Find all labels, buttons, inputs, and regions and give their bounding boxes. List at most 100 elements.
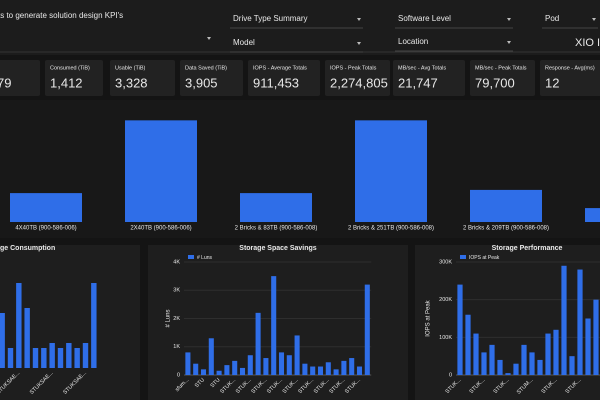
bar[interactable]	[82, 343, 89, 368]
bar[interactable]	[545, 333, 551, 375]
bar[interactable]	[457, 284, 463, 375]
bar[interactable]	[470, 189, 542, 222]
bar[interactable]	[66, 343, 72, 368]
bar[interactable]	[57, 348, 64, 368]
dropdown-arrow[interactable]	[507, 18, 511, 21]
bar[interactable]	[208, 338, 214, 375]
bar[interactable]	[561, 265, 567, 375]
kpi-value: 3,328	[115, 75, 148, 90]
bar[interactable]	[333, 369, 339, 375]
filter-label[interactable]: Model	[233, 38, 255, 47]
bar[interactable]	[529, 352, 535, 375]
bar[interactable]	[286, 355, 292, 375]
bar[interactable]	[585, 208, 600, 222]
dropdown-arrow[interactable]	[357, 18, 361, 21]
bar[interactable]	[355, 120, 427, 222]
bar[interactable]	[465, 314, 471, 375]
kpi-label: Data Saved (TiB)	[185, 65, 227, 71]
dropdown-arrow[interactable]	[507, 41, 511, 44]
bar[interactable]	[537, 359, 543, 375]
bar[interactable]	[497, 359, 503, 375]
bar[interactable]	[24, 308, 30, 368]
bar[interactable]	[41, 348, 47, 368]
bar[interactable]	[0, 313, 5, 368]
kpi-card	[110, 60, 175, 96]
x-tick-label: 2X40TB (900-586-006)	[130, 226, 191, 232]
page-title: ts to generate solution design KPI's	[0, 11, 123, 20]
bar[interactable]	[49, 343, 55, 368]
y-axis-title: IOPS at Peak	[426, 299, 432, 336]
bar[interactable]	[317, 366, 324, 375]
filter-label[interactable]: Software Level	[398, 14, 451, 23]
kpi-card	[540, 60, 600, 96]
bar[interactable]	[593, 299, 599, 375]
y-tick-label: 2K	[173, 316, 180, 322]
y-tick-label: 3K	[173, 288, 180, 294]
bar[interactable]	[505, 373, 511, 375]
y-tick-label: 300K	[439, 259, 452, 265]
bar[interactable]	[271, 276, 277, 375]
filter-label[interactable]: Location	[398, 37, 428, 46]
bar[interactable]	[247, 355, 253, 375]
kpi-value: 2,274,805	[330, 75, 388, 90]
bar[interactable]	[473, 333, 479, 375]
bar[interactable]	[193, 363, 199, 375]
bar[interactable]	[349, 358, 355, 375]
bar[interactable]	[255, 312, 261, 375]
bar[interactable]	[16, 283, 22, 368]
kpi-label: IOPS - Average Totals	[253, 65, 307, 71]
bar[interactable]	[216, 370, 222, 375]
kpi-value: 21,747	[398, 75, 438, 90]
kpi-value: 1,412	[50, 75, 83, 90]
y-axis-title: # Luns	[166, 309, 172, 327]
bar[interactable]	[7, 348, 14, 368]
bar[interactable]	[489, 344, 495, 375]
dropdown-arrow[interactable]	[592, 18, 596, 21]
y-tick-label: 200K	[439, 297, 452, 303]
panel	[148, 245, 408, 400]
bar[interactable]	[341, 360, 347, 375]
bar[interactable]	[325, 362, 331, 375]
bar[interactable]	[239, 367, 246, 375]
dropdown-arrow[interactable]	[357, 42, 361, 45]
bar[interactable]	[481, 352, 487, 375]
bar[interactable]	[185, 352, 191, 375]
bar[interactable]	[32, 348, 39, 368]
panel	[415, 245, 600, 400]
bar[interactable]	[74, 348, 80, 368]
bar[interactable]	[232, 360, 238, 375]
chart-title: ge Consumption	[0, 245, 55, 252]
bar[interactable]	[200, 369, 207, 375]
dropdown-arrow[interactable]	[207, 37, 211, 40]
bar[interactable]	[310, 366, 316, 375]
kpi-card	[0, 60, 40, 96]
bar[interactable]	[356, 366, 363, 375]
bar[interactable]	[10, 193, 82, 222]
bar[interactable]	[294, 335, 300, 375]
bar[interactable]	[364, 284, 370, 375]
bar[interactable]	[513, 363, 519, 375]
kpi-card	[393, 60, 465, 96]
bar[interactable]	[577, 269, 583, 375]
bar[interactable]	[585, 318, 591, 376]
kpi-value: 3,905	[185, 75, 218, 90]
bar[interactable]	[302, 363, 308, 375]
bar[interactable]	[569, 356, 575, 375]
bar[interactable]	[224, 365, 230, 375]
bar[interactable]	[278, 352, 285, 375]
y-tick-label: 100K	[439, 335, 452, 341]
filter-label[interactable]: Pod	[545, 14, 559, 23]
chart-title: Storage Space Savings	[239, 245, 317, 252]
bar[interactable]	[521, 344, 527, 375]
bar[interactable]	[553, 329, 559, 375]
bar[interactable]	[125, 120, 197, 222]
bar[interactable]	[263, 358, 269, 375]
kpi-label: IOPS - Peak Totals	[330, 65, 377, 71]
y-tick-label: 0	[449, 372, 452, 378]
y-tick-label: 1K	[173, 344, 180, 350]
legend-swatch	[188, 255, 194, 259]
bar[interactable]	[240, 193, 312, 222]
filter-label[interactable]: Drive Type Summary	[233, 14, 308, 23]
bar[interactable]	[91, 283, 97, 368]
